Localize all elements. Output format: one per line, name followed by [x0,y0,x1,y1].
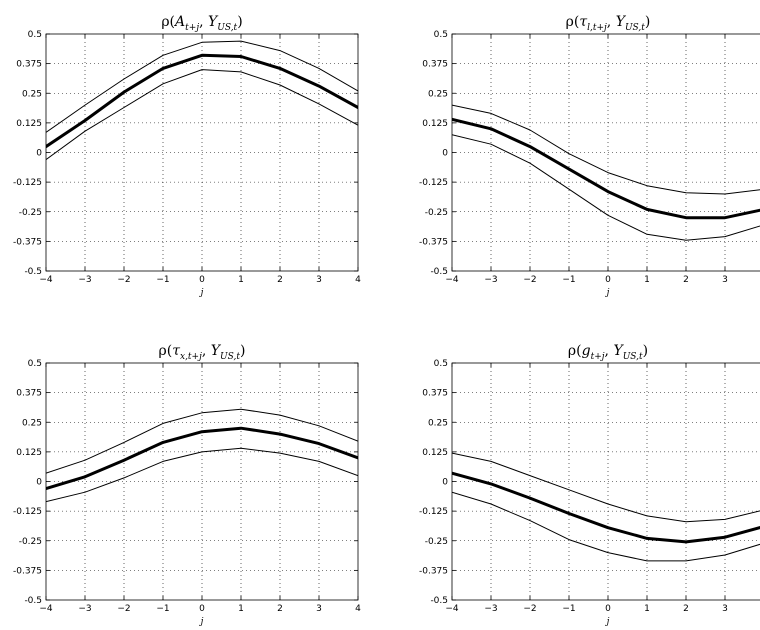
x-tick-label: 0 [199,275,205,285]
x-tick-label: 2 [683,275,689,285]
series-line-lower [46,69,358,161]
y-tick-label: 0.25 [22,418,42,428]
panel-2: −4 −3 −2 −1 0 1 2 3 0.5 0.375 0.25 0.125 0 -0.125 -0.2… [419,14,760,298]
y-tick-label: 0.25 [428,89,448,99]
x-tick-label: 0 [605,604,611,614]
x-tick-label: −3 [78,275,91,285]
x-tick-label: 0 [605,275,611,285]
series-line-estimate [452,117,760,220]
x-tick-label: 1 [238,275,244,285]
x-tick-label: −4 [39,604,53,614]
x-axis-label: j [605,617,610,627]
x-axis-label: j [199,617,204,627]
series-line-estimate [452,471,760,544]
y-tick-label: 0.25 [22,89,42,99]
x-tick-label: 1 [644,275,650,285]
y-tick-label: -0.5 [430,267,448,277]
y-tick-label: 0 [442,478,448,488]
x-tick-label: −1 [156,275,169,285]
panel-3: −4 −3 −2 −1 0 1 2 3 4 0.5 0.375 0.25 0.125 0 -0.125 -0.… [13,343,361,627]
y-tick-label: -0.125 [13,507,42,517]
series-line-upper [46,40,358,133]
x-tick-label: −3 [484,275,497,285]
y-tick-label: -0.375 [13,237,42,247]
y-tick-label: -0.125 [419,178,448,188]
x-axis-label: j [605,288,610,298]
y-tick-label: 0.125 [16,448,42,458]
y-tick-label: 0 [36,478,42,488]
x-tick-label: −2 [117,275,130,285]
x-axis-label: j [199,288,204,298]
x-tick-label: 1 [644,604,650,614]
panel-4: −4 −3 −2 −1 0 1 2 3 0.5 0.375 0.25 0.125 0 -0.125 -0.2… [419,343,760,627]
x-tick-label: 2 [277,275,283,285]
y-tick-label: 0.5 [28,30,42,40]
y-tick-label: 0.25 [428,418,448,428]
y-tick-label: -0.125 [13,178,42,188]
x-tick-label: −4 [39,275,53,285]
panel-title: ρ(τl,t+j, YUS,t) [566,14,651,33]
x-tick-label: −4 [445,275,459,285]
x-tick-label: 4 [355,604,361,614]
y-tick-label: 0.375 [16,389,42,399]
y-tick-label: -0.375 [13,566,42,576]
panel-title: ρ(τx,t+j, YUS,t) [159,343,246,362]
x-tick-label: 3 [316,604,322,614]
y-tick-label: 0.375 [422,60,448,70]
x-tick-label: −3 [78,604,91,614]
series-line-lower [452,134,760,241]
series-line-estimate [46,426,358,491]
panel-1: −4 −3 −2 −1 0 1 2 3 4 0.5 0.375 0.25 0.125 0 -0.125 -0.… [13,14,361,298]
series-line-lower [46,447,358,503]
x-tick-label: 3 [722,604,728,614]
x-tick-label: −2 [523,275,536,285]
y-tick-label: -0.5 [430,596,448,606]
x-tick-label: 1 [238,604,244,614]
y-tick-label: -0.5 [24,596,42,606]
y-tick-label: 0.5 [28,359,42,369]
panel-title: ρ(At+j, YUS,t) [161,14,242,33]
x-tick-label: 2 [683,604,689,614]
x-tick-label: 2 [277,604,283,614]
series-line-upper [452,104,760,195]
series-line-upper [46,408,358,474]
y-tick-label: -0.25 [19,208,42,218]
y-tick-label: 0.125 [422,119,448,129]
series-line-lower [452,491,760,562]
plot-frame [451,33,760,272]
x-tick-label: −1 [562,275,575,285]
x-tick-label: −1 [156,604,169,614]
panel-title: ρ(gt+j, YUS,t) [568,343,648,362]
x-tick-label: −4 [445,604,459,614]
y-tick-label: 0.125 [16,119,42,129]
x-tick-label: 3 [316,275,322,285]
x-tick-label: 4 [355,275,361,285]
x-tick-label: −2 [117,604,130,614]
x-tick-label: −1 [562,604,575,614]
y-tick-label: 0.125 [422,448,448,458]
series-line-estimate [46,53,358,149]
series-line-upper [452,452,760,523]
plot-frame [451,362,760,601]
x-tick-label: −3 [484,604,497,614]
y-tick-label: -0.25 [19,537,42,547]
y-tick-label: 0.5 [434,30,448,40]
y-tick-label: 0 [36,149,42,159]
y-tick-label: 0.5 [434,359,448,369]
y-tick-label: -0.375 [419,237,448,247]
x-tick-label: 3 [722,275,728,285]
y-tick-label: -0.25 [425,208,448,218]
x-tick-label: −2 [523,604,536,614]
y-tick-label: -0.375 [419,566,448,576]
y-tick-label: 0.375 [422,389,448,399]
y-tick-label: 0 [442,149,448,159]
y-tick-label: -0.125 [419,507,448,517]
y-tick-label: -0.25 [425,537,448,547]
y-tick-label: 0.375 [16,60,42,70]
x-tick-label: 0 [199,604,205,614]
y-tick-label: -0.5 [24,267,42,277]
